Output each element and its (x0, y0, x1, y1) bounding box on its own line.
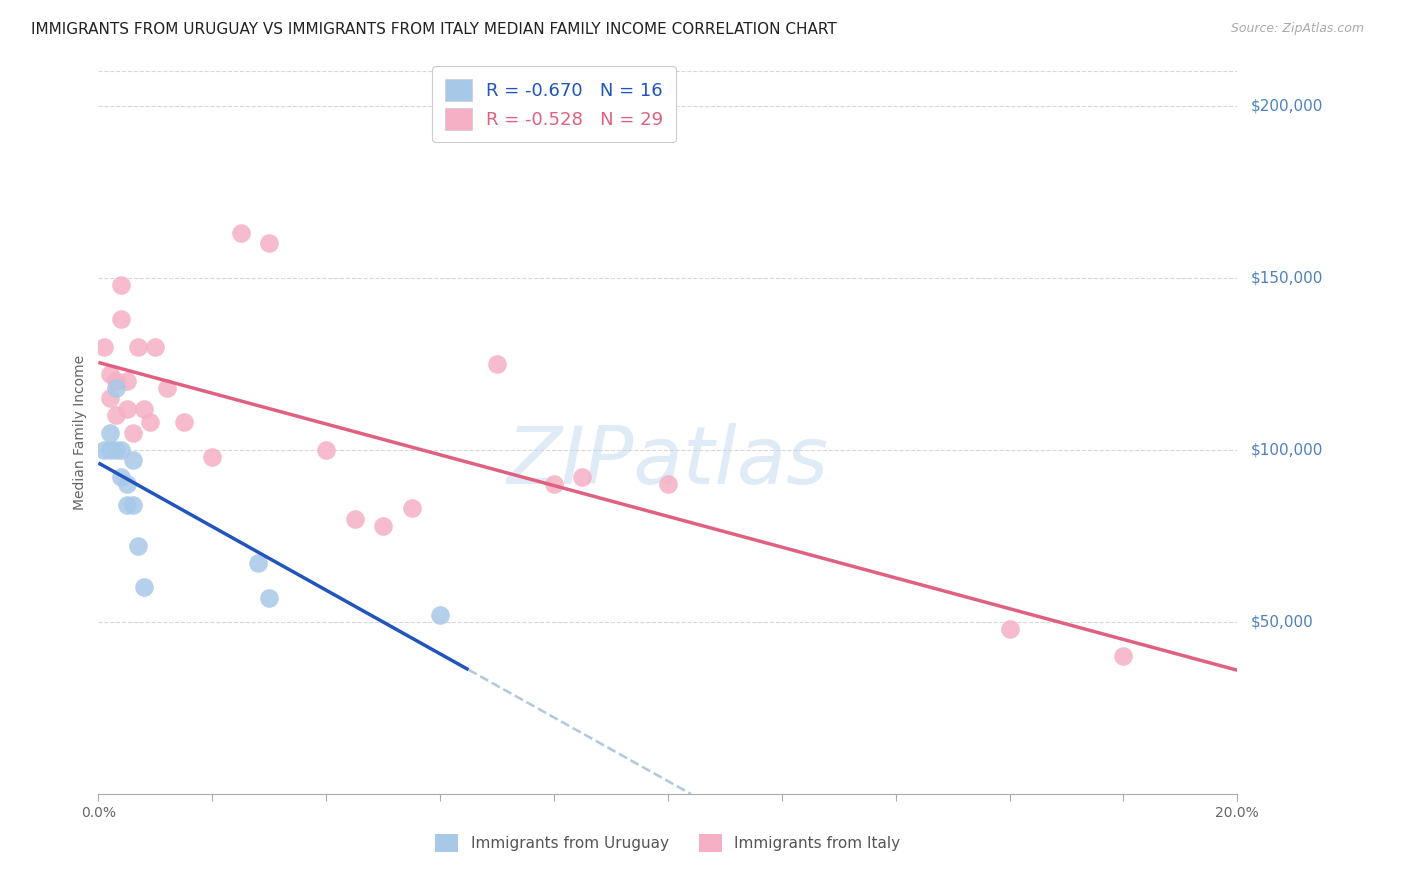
Point (110, 442, 132, 457)
Point (401, 501, 423, 516)
Point (145, 340, 167, 354)
Text: $100,000: $100,000 (1251, 442, 1323, 458)
Point (127, 539, 149, 553)
Point (343, 511, 366, 525)
Point (93, 442, 115, 457)
Point (571, 470, 593, 484)
Point (657, 477, 679, 491)
Point (98, 425, 121, 440)
Point (138, 415, 160, 429)
Point (156, 381, 179, 395)
Point (115, 401, 138, 416)
Y-axis label: Median Family Income: Median Family Income (73, 355, 87, 510)
Point (104, 381, 127, 395)
Point (98, 391, 121, 405)
Text: Source: ZipAtlas.com: Source: ZipAtlas.com (1230, 22, 1364, 36)
Point (127, 340, 149, 354)
Point (429, 607, 451, 622)
Point (315, 442, 337, 457)
Point (115, 477, 138, 491)
Point (110, 277, 132, 292)
Point (998, 622, 1021, 636)
Point (121, 453, 143, 467)
Point (93, 340, 115, 354)
Point (486, 357, 509, 371)
Point (104, 409, 127, 423)
Text: IMMIGRANTS FROM URUGUAY VS IMMIGRANTS FROM ITALY MEDIAN FAMILY INCOME CORRELATIO: IMMIGRANTS FROM URUGUAY VS IMMIGRANTS FR… (31, 22, 837, 37)
Point (259, 236, 281, 251)
Point (110, 470, 132, 484)
Point (121, 498, 143, 512)
Point (104, 374, 127, 388)
Point (121, 425, 143, 440)
Point (201, 450, 224, 464)
Point (259, 591, 281, 605)
Text: $50,000: $50,000 (1251, 615, 1315, 630)
Point (1112, 649, 1135, 664)
Point (229, 226, 252, 240)
Point (246, 557, 269, 571)
Point (98, 442, 121, 457)
Point (543, 477, 565, 491)
Point (115, 374, 138, 388)
Point (115, 498, 138, 512)
Text: $200,000: $200,000 (1251, 98, 1323, 113)
Text: $150,000: $150,000 (1251, 270, 1323, 285)
Point (98, 367, 121, 381)
Point (104, 442, 127, 457)
Text: ZIPatlas: ZIPatlas (506, 423, 830, 500)
Point (373, 518, 395, 533)
Point (173, 415, 195, 429)
Point (110, 312, 132, 326)
Point (132, 401, 155, 416)
Legend: Immigrants from Uruguay, Immigrants from Italy: Immigrants from Uruguay, Immigrants from… (429, 828, 907, 858)
Point (132, 581, 155, 595)
